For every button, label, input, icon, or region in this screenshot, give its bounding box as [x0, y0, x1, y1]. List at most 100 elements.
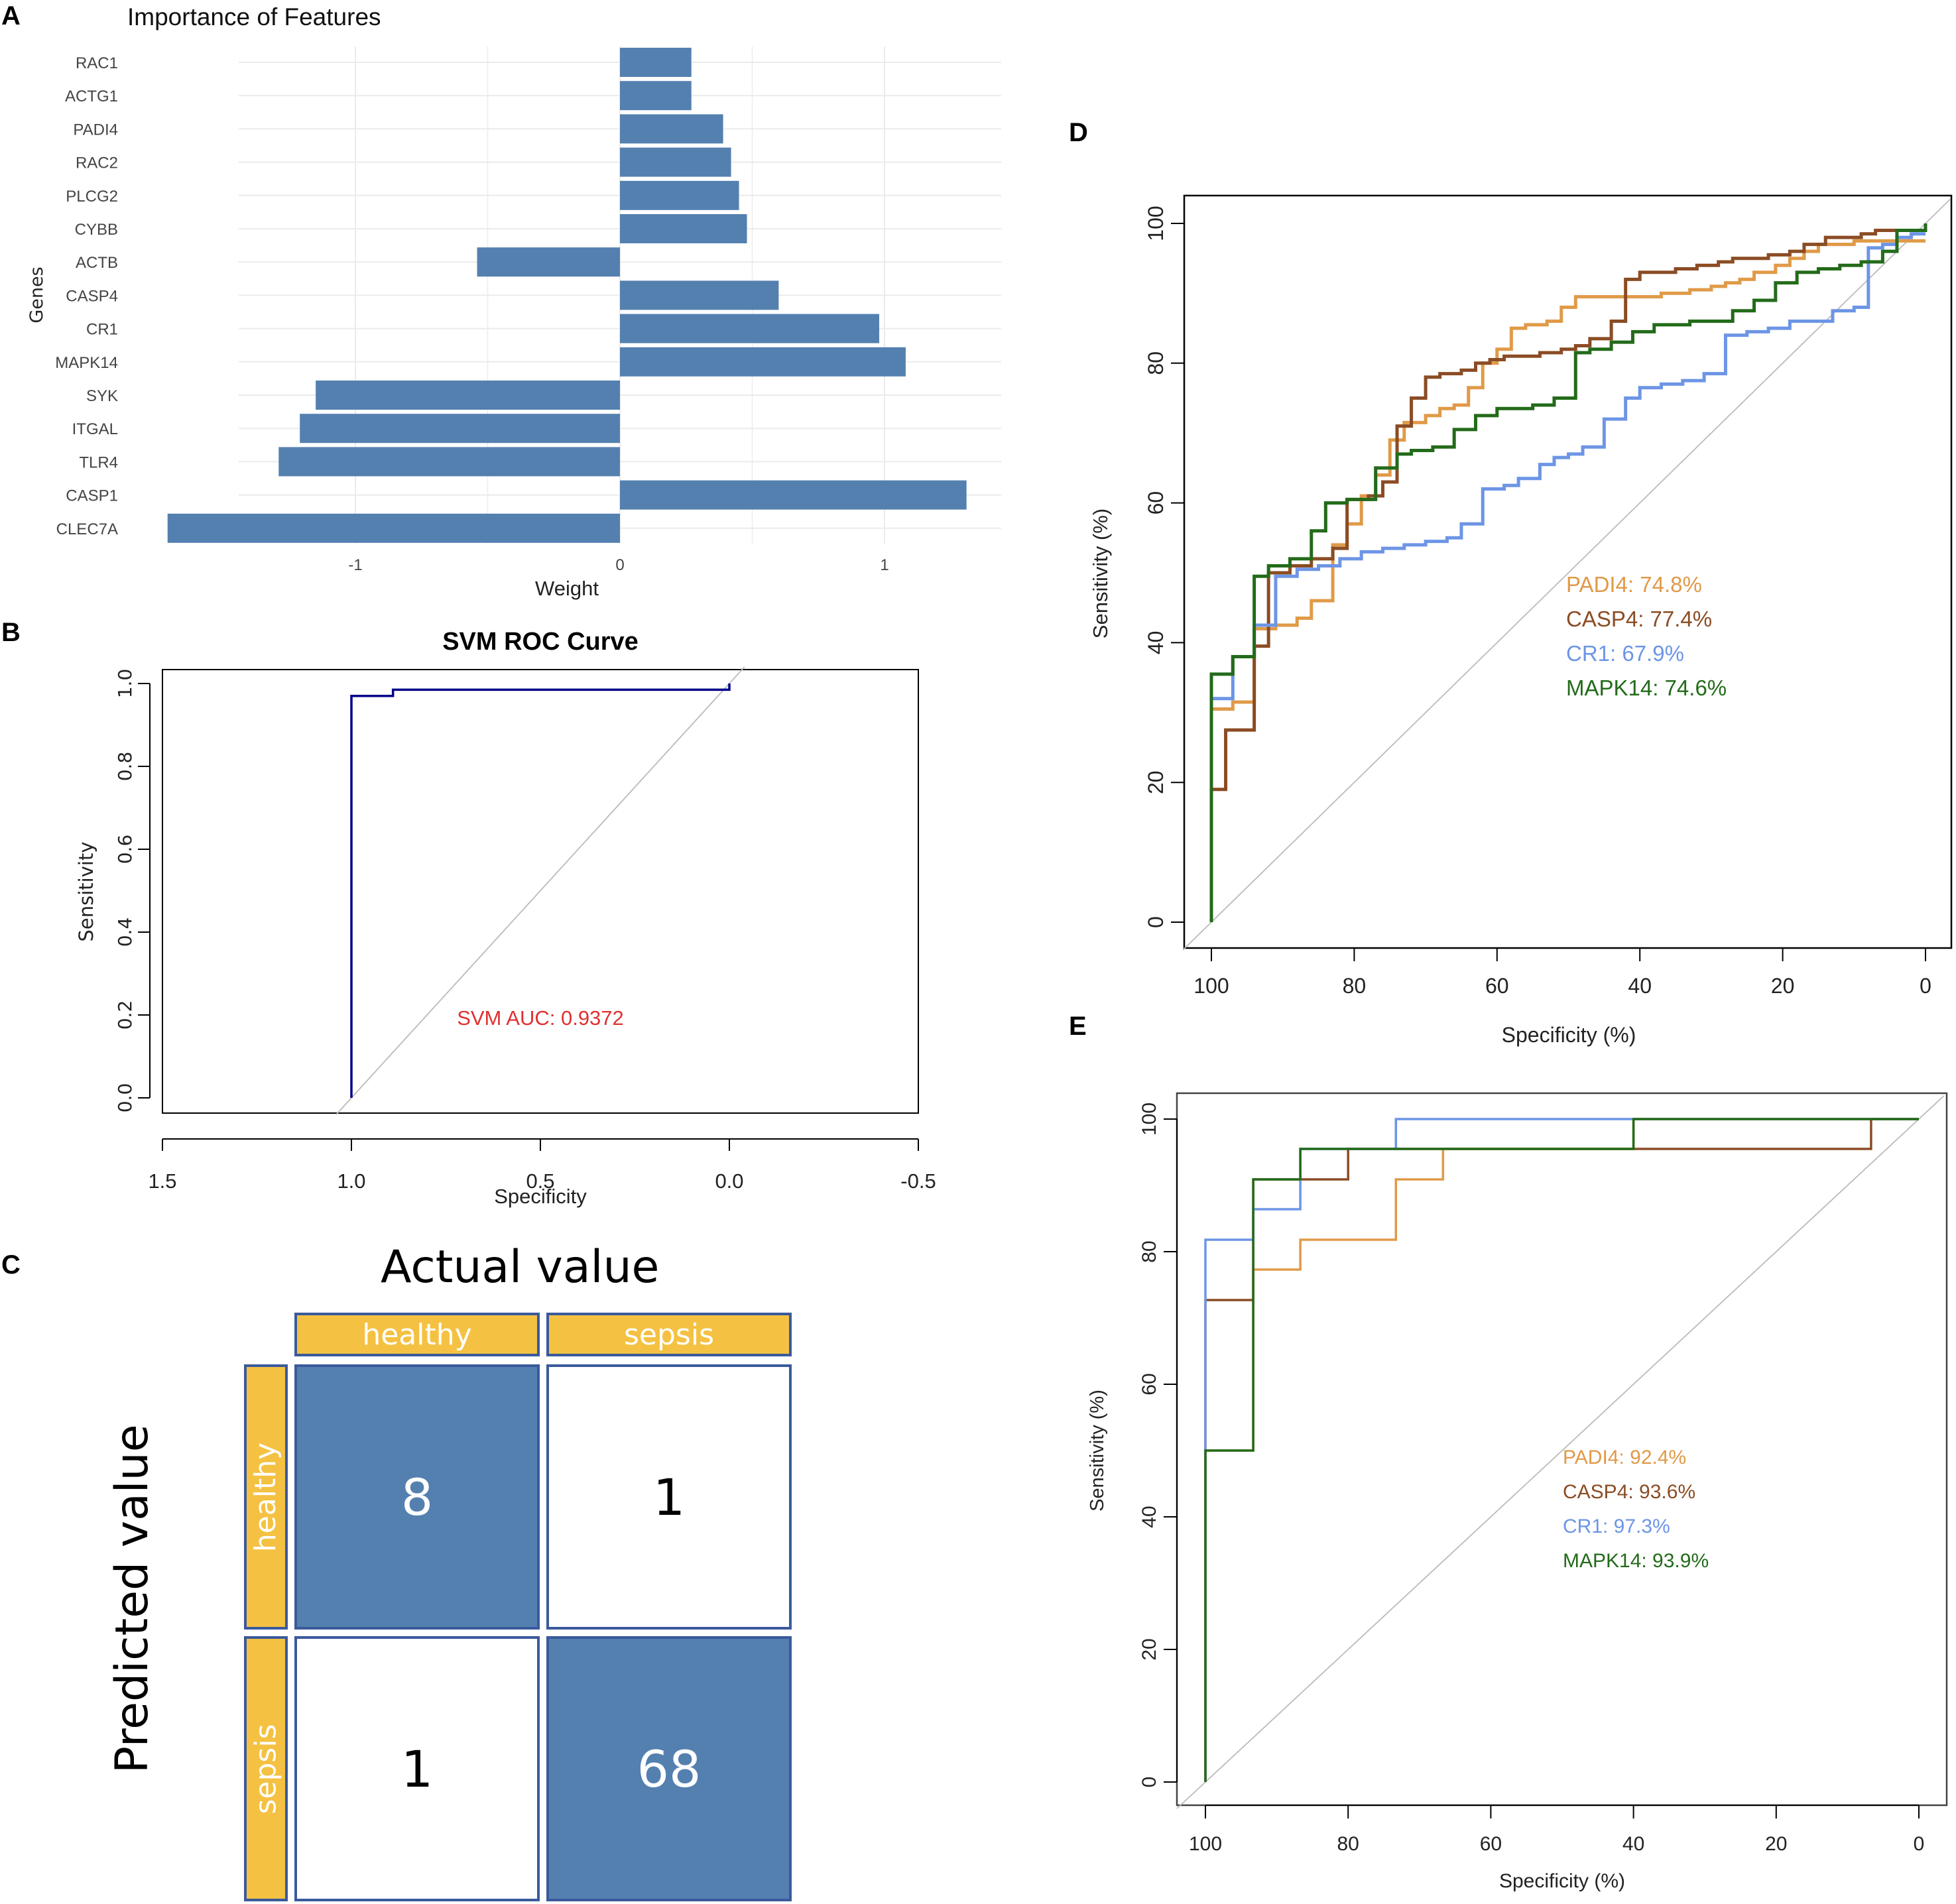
chart-a-xlabel: Weight — [535, 577, 599, 600]
y-tick-label: PLCG2 — [66, 188, 118, 206]
legend-mapk14: MAPK14: 93.9% — [1563, 1550, 1709, 1572]
x-tick-label: 80 — [1337, 1833, 1359, 1855]
x-tick-label: 60 — [1480, 1833, 1502, 1855]
y-tick-label: ACTG1 — [65, 88, 118, 105]
y-tick-label: 0.0 — [114, 1083, 136, 1113]
confusion-matrix-cell-healthy-sepsis: 1 — [546, 1364, 792, 1630]
x-tick-label: 1.0 — [337, 1169, 365, 1193]
roc-line-cr1 — [1204, 1118, 1919, 1782]
confusion-matrix-cell-healthy-healthy: 8 — [294, 1364, 540, 1630]
y-tick-label: 80 — [1138, 1240, 1160, 1262]
x-tick-label: 1 — [880, 556, 888, 574]
x-tick-label: 40 — [1628, 974, 1652, 998]
y-tick-label: 0.6 — [114, 835, 136, 864]
y-tick-label: 20 — [1138, 1638, 1160, 1660]
y-tick-label: ACTB — [76, 254, 118, 272]
confusion-matrix-cell-sepsis-healthy: 1 — [294, 1636, 540, 1901]
chart-b-auc-annotation: SVM AUC: 0.9372 — [457, 1006, 624, 1030]
y-tick-label: 0.4 — [114, 918, 136, 947]
chart-a-title: Importance of Features — [127, 3, 381, 30]
chart-d-xlabel: Specificity (%) — [1502, 1023, 1636, 1047]
chart-b-title: SVM ROC Curve — [442, 628, 639, 656]
x-tick-label: 0.0 — [715, 1169, 743, 1193]
confusion-matrix-row-title: Predicted value — [106, 1424, 158, 1773]
legend-cr1: CR1: 67.9% — [1566, 641, 1684, 666]
x-tick-label: -0.5 — [900, 1169, 936, 1193]
confusion-matrix-col-header-sepsis: sepsis — [546, 1313, 792, 1356]
chart-e-ylabel: Sensitivity (%) — [1087, 1390, 1108, 1512]
x-tick-label: 1.5 — [148, 1169, 176, 1193]
confusion-matrix-col-header-healthy: healthy — [294, 1313, 540, 1356]
x-tick-label: 60 — [1485, 974, 1509, 998]
roc-line-mapk14 — [1209, 223, 1927, 922]
reference-diagonal — [1176, 1095, 1945, 1809]
y-tick-label: CASP1 — [66, 487, 118, 505]
panel-label-b: B — [1, 618, 21, 647]
bar-cybb — [620, 214, 747, 243]
bar-rac1 — [620, 48, 692, 77]
chart-b-ylabel: Sensitivity — [75, 842, 97, 942]
y-tick-label: 40 — [1144, 631, 1168, 655]
y-tick-label: CASP4 — [66, 287, 118, 305]
confusion-matrix-cell-sepsis-sepsis: 68 — [546, 1636, 792, 1901]
y-tick-label: MAPK14 — [55, 354, 118, 372]
x-tick-label: 0 — [1914, 1833, 1925, 1855]
bar-mapk14 — [620, 347, 906, 377]
roc-line-cr1 — [1209, 232, 1925, 922]
bar-casp4 — [620, 280, 779, 310]
confusion-matrix-column-title: Actual value — [381, 1241, 660, 1293]
y-tick-label: 60 — [1144, 491, 1168, 515]
bar-actg1 — [620, 81, 692, 111]
y-tick-label: RAC2 — [76, 154, 118, 172]
y-tick-label: 1.0 — [114, 669, 136, 699]
panel-label-a: A — [1, 1, 21, 30]
y-tick-label: 0.2 — [114, 1000, 136, 1030]
x-tick-label: 0.5 — [526, 1169, 554, 1193]
x-tick-label: 0 — [615, 556, 624, 574]
chart-e-plot-box — [1176, 1092, 1948, 1807]
y-tick-label: 80 — [1144, 351, 1168, 375]
bar-tlr4 — [278, 447, 620, 477]
y-tick-label: 0 — [1138, 1777, 1160, 1788]
panel-label-c: C — [1, 1250, 21, 1279]
bar-casp1 — [620, 480, 967, 510]
y-tick-label: 100 — [1138, 1102, 1160, 1136]
y-tick-label: 20 — [1144, 770, 1168, 794]
bar-rac2 — [620, 147, 731, 177]
x-tick-label: 20 — [1765, 1833, 1787, 1855]
x-tick-label: 100 — [1193, 974, 1229, 998]
x-tick-label: 0 — [1920, 974, 1931, 998]
roc-line-casp4 — [1204, 1118, 1919, 1782]
bar-actb — [477, 247, 620, 277]
y-tick-label: CYBB — [75, 221, 118, 239]
y-tick-label: CR1 — [86, 321, 118, 339]
chart-e-xlabel: Specificity (%) — [1499, 1870, 1625, 1892]
y-tick-label: 100 — [1144, 206, 1168, 241]
panel-label-e: E — [1069, 1012, 1087, 1041]
confusion-matrix-row-header-sepsis: sepsis — [244, 1636, 288, 1901]
y-tick-label: 40 — [1138, 1506, 1160, 1527]
y-tick-label: 0.8 — [114, 752, 136, 782]
y-tick-label: ITGAL — [72, 420, 118, 438]
chart-d-plot-box — [1183, 194, 1953, 949]
reference-diagonal — [336, 666, 745, 1115]
bar-padi4 — [620, 114, 723, 144]
bar-clec7a — [167, 513, 620, 543]
reference-diagonal — [1182, 198, 1951, 951]
roc-line-casp4 — [1209, 229, 1925, 922]
x-tick-label: 20 — [1771, 974, 1795, 998]
chart-d-ylabel: Sensitivity (%) — [1089, 508, 1112, 638]
chart-b-xlabel: Specificity — [494, 1185, 587, 1208]
legend-mapk14: MAPK14: 74.6% — [1566, 676, 1727, 700]
legend-casp4: CASP4: 93.6% — [1563, 1481, 1695, 1503]
bar-syk — [316, 381, 620, 410]
y-tick-label: RAC1 — [76, 54, 118, 72]
chart-b-plot-box — [162, 669, 919, 1114]
bar-plcg2 — [620, 180, 739, 210]
roc-line-padi4 — [1209, 239, 1925, 922]
row-header-sepsis-text: sepsis — [249, 1724, 283, 1814]
y-tick-label: 0 — [1144, 916, 1168, 928]
